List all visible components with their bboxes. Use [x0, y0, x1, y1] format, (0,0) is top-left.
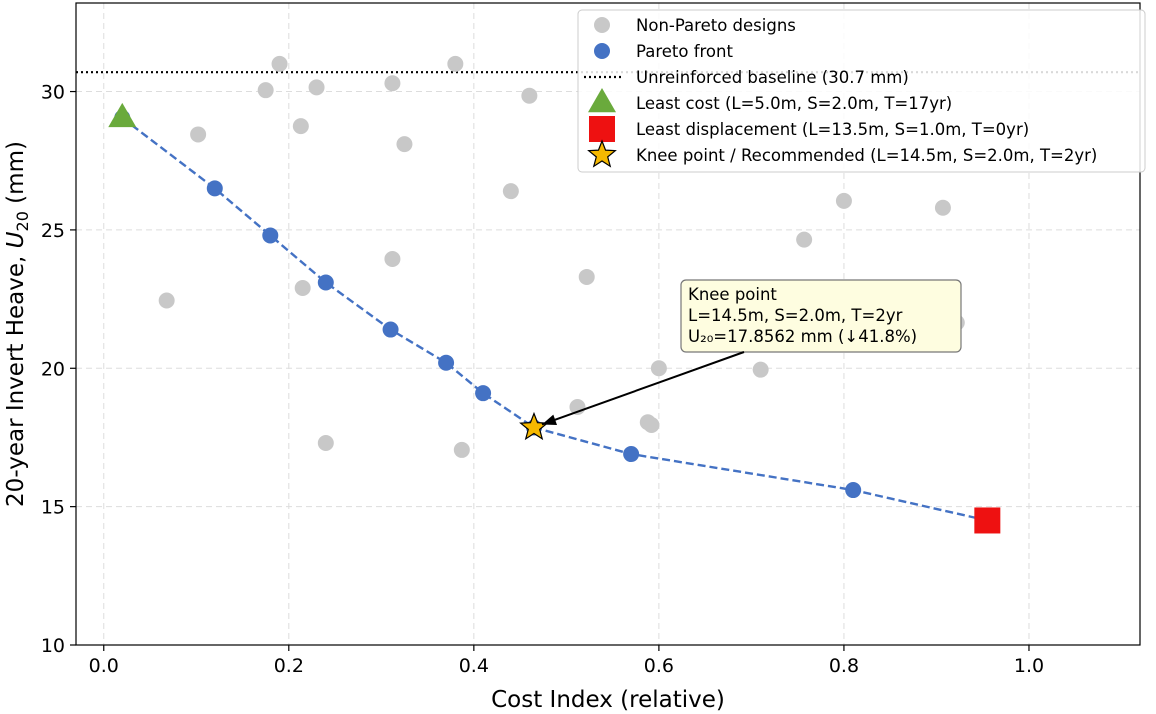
- y-axis-label-unit: (mm): [3, 141, 29, 211]
- pareto-point-3: [317, 274, 334, 291]
- annotation-line-0: Knee point: [688, 285, 777, 304]
- legend-symbol-3: [588, 88, 616, 113]
- y-axis-label-main: 20-year Invert Heave,: [3, 248, 29, 507]
- non-pareto-point-13: [502, 183, 519, 200]
- non-pareto-point-7: [317, 434, 334, 451]
- pareto-point-5: [438, 354, 455, 371]
- legend-symbol-4: [589, 116, 615, 142]
- legend-label-3: Least cost (L=5.0m, S=2.0m, T=17yr): [636, 94, 952, 113]
- legend-symbol-0: [594, 17, 610, 33]
- non-pareto-point-2: [257, 82, 274, 99]
- non-pareto-point-19: [650, 360, 667, 377]
- non-pareto-point-16: [578, 268, 595, 285]
- legend-symbol-5: [587, 139, 617, 168]
- pareto-point-8: [623, 446, 640, 463]
- legend-label-0: Non-Pareto designs: [636, 16, 796, 35]
- pareto-front-line: [121, 116, 988, 522]
- least-displacement-marker: [974, 507, 1001, 534]
- annotation-arrow-head: [541, 414, 558, 425]
- pareto-point-9: [845, 482, 862, 499]
- non-pareto-point-21: [796, 231, 813, 248]
- non-pareto-point-9: [384, 250, 401, 267]
- y-tick-label-1: 15: [41, 497, 65, 519]
- plot-frame: [75, 2, 1141, 646]
- annotation-line-1: L=14.5m, S=2.0m, T=2yr: [688, 306, 903, 325]
- pareto-point-6: [475, 385, 492, 402]
- y-axis-label: 20-year Invert Heave, U20 (mm): [3, 141, 32, 507]
- x-axis-label: Cost Index (relative): [491, 687, 725, 713]
- non-pareto-point-22: [835, 192, 852, 209]
- y-tick-label-2: 20: [41, 358, 65, 380]
- legend-label-2: Unreinforced baseline (30.7 mm): [636, 68, 909, 87]
- non-pareto-point-1: [190, 126, 207, 143]
- pareto-point-2: [262, 227, 279, 244]
- non-pareto-point-0: [158, 292, 175, 309]
- non-pareto-point-14: [521, 87, 538, 104]
- y-tick-label-3: 25: [41, 220, 65, 242]
- non-pareto-point-6: [308, 79, 325, 96]
- x-tick-label-5: 1.0: [1014, 655, 1044, 677]
- non-pareto-point-20: [752, 361, 769, 378]
- non-pareto-point-3: [271, 55, 288, 72]
- annotation-box: [680, 279, 962, 353]
- annotation-line-2: U₂₀=17.8562 mm (↓41.8%): [688, 327, 917, 346]
- x-tick-label-1: 0.2: [274, 655, 304, 677]
- y-tick-label-0: 10: [41, 635, 65, 657]
- legend-label-4: Least displacement (L=13.5m, S=1.0m, T=0…: [636, 120, 1029, 139]
- axis-ticks: 0.0 0.2 0.4 0.6 0.8 1.0 10 15 20 25 30: [41, 82, 1044, 677]
- non-pareto-point-23: [934, 199, 951, 216]
- knee-annotation: Knee point L=14.5m, S=2.0m, T=2yr U₂₀=17.8…: [541, 279, 962, 426]
- annotation-arrow-line: [541, 351, 745, 426]
- y-tick-label-4: 30: [41, 82, 65, 104]
- y-axis-label-sub: 20: [13, 211, 32, 231]
- x-tick-label-0: 0.0: [89, 655, 119, 677]
- non-pareto-point-5: [294, 280, 311, 297]
- pareto-point-1: [206, 180, 223, 197]
- non-pareto-point-11: [447, 55, 464, 72]
- pareto-point-4: [382, 321, 399, 338]
- least-cost-marker: [108, 102, 137, 128]
- non-pareto-point-18: [643, 417, 660, 434]
- y-axis-label-var: U: [3, 231, 29, 248]
- non-pareto-point-4: [292, 118, 309, 135]
- x-tick-label-2: 0.4: [459, 655, 489, 677]
- legend: Non-Pareto designs Pareto front Unreinforc…: [577, 9, 1146, 173]
- non-pareto-point-8: [384, 75, 401, 92]
- legend-label-1: Pareto front: [636, 42, 733, 61]
- legend-symbol-1: [594, 43, 610, 59]
- x-tick-label-4: 0.8: [829, 655, 859, 677]
- non-pareto-point-10: [396, 136, 413, 153]
- legend-box: [577, 9, 1146, 173]
- x-tick-label-3: 0.6: [644, 655, 674, 677]
- non-pareto-point-12: [453, 441, 470, 458]
- legend-label-5: Knee point / Recommended (L=14.5m, S=2.0…: [636, 146, 1097, 165]
- plot-border: [75, 2, 1141, 646]
